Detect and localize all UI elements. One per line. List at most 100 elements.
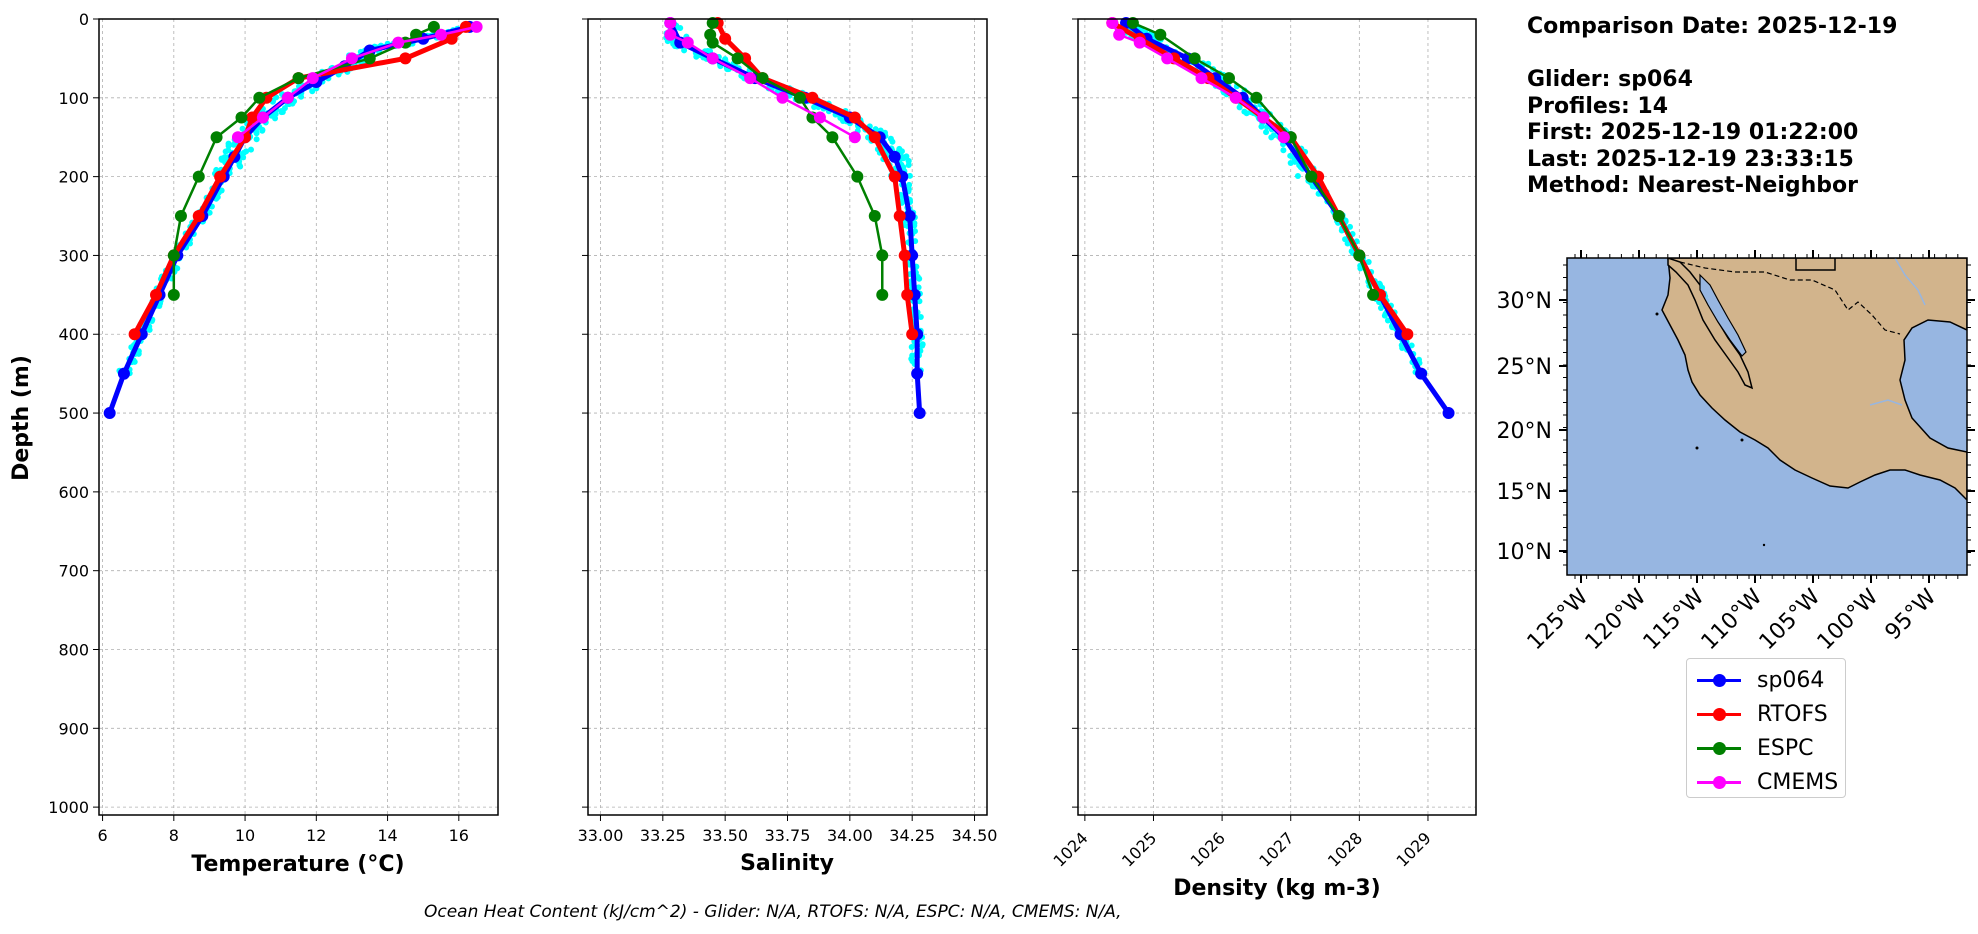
x-tick-label: 16 xyxy=(449,826,469,845)
data-point-ESPC xyxy=(192,170,205,183)
profile-point xyxy=(811,104,818,111)
map-lat-label: 25°N xyxy=(1497,355,1552,380)
data-point-ESPC xyxy=(427,20,440,33)
data-point-ESPC xyxy=(1332,210,1345,223)
map-island xyxy=(1655,312,1659,316)
profile-point xyxy=(917,314,924,321)
data-point-CMEMS xyxy=(664,28,677,41)
map-frame xyxy=(1566,257,1968,576)
data-point-ESPC xyxy=(167,288,180,301)
y-tick-label: 1000 xyxy=(48,798,89,817)
data-point-CMEMS xyxy=(1133,36,1146,49)
comparison-info: Comparison Date: 2025-12-19 Glider: sp06… xyxy=(1527,14,1897,200)
map-lon-label: 115°W xyxy=(1639,584,1710,655)
profile-point xyxy=(1287,159,1294,166)
x-tick-label: 33.75 xyxy=(765,826,811,845)
x-tick-label: 1029 xyxy=(1393,828,1435,870)
data-point-sp064 xyxy=(888,150,901,163)
legend: sp064 RTOFS ESPC CMEMS xyxy=(1686,658,1846,798)
profile-point xyxy=(309,88,316,95)
profile-point xyxy=(1268,134,1275,141)
profile-point xyxy=(1241,108,1248,115)
data-point-RTOFS xyxy=(868,131,881,144)
x-tick-label: 10 xyxy=(235,826,255,845)
data-point-RTOFS xyxy=(719,32,732,45)
y-tick-label: 800 xyxy=(58,640,89,659)
profile-point xyxy=(915,284,922,291)
data-point-ESPC xyxy=(851,170,864,183)
data-point-sp064 xyxy=(1442,407,1455,420)
data-point-RTOFS xyxy=(192,210,205,223)
profile-count: Profiles: 14 xyxy=(1527,93,1669,119)
profile-point xyxy=(1357,265,1364,272)
data-point-CMEMS xyxy=(1277,131,1290,144)
data-point-ESPC xyxy=(253,91,266,104)
data-point-sp064 xyxy=(117,367,130,380)
x-tick-label: 1025 xyxy=(1118,828,1160,870)
map-island xyxy=(1695,446,1699,450)
data-point-ESPC xyxy=(731,52,744,65)
profile-point xyxy=(239,125,246,132)
profile-point xyxy=(237,163,244,170)
method: Method: Nearest-Neighbor xyxy=(1527,173,1858,198)
data-point-RTOFS xyxy=(906,328,919,341)
profile-point xyxy=(677,24,684,31)
data-point-ESPC xyxy=(876,288,889,301)
data-point-CMEMS xyxy=(1229,91,1242,104)
profile-point xyxy=(1344,240,1351,247)
map-rivers xyxy=(1869,258,1926,406)
profile-point xyxy=(693,53,700,60)
first-time: First: 2025-12-19 01:22:00 xyxy=(1527,120,1859,145)
data-point-ESPC xyxy=(1353,249,1366,262)
map-lat-label: 20°N xyxy=(1497,419,1552,444)
profile-point xyxy=(225,142,232,149)
series-line-RTOFS xyxy=(1111,20,1410,336)
chart-panel-1: 33.00 33.25 33.50 33.75 34.00 34.25 34.50 xyxy=(578,16,997,845)
data-point-sp064 xyxy=(911,367,924,380)
depth-axis-label: Depth (m) xyxy=(9,355,34,481)
legend-item: RTOFS xyxy=(1687,699,1828,729)
legend-item: sp064 xyxy=(1687,665,1824,695)
legend-swatch xyxy=(1695,733,1743,763)
data-point-ESPC xyxy=(1305,170,1318,183)
data-point-CMEMS xyxy=(776,91,789,104)
y-tick-label: 0 xyxy=(79,10,89,29)
profile-point xyxy=(919,342,926,349)
map-lat-label: 10°N xyxy=(1497,540,1552,565)
profile-point xyxy=(1365,259,1372,266)
map-lat-label: 30°N xyxy=(1497,289,1552,314)
x-tick-label: 6 xyxy=(97,826,107,845)
data-point-RTOFS xyxy=(888,170,901,183)
map-lon-label: 105°W xyxy=(1755,584,1826,655)
profile-point xyxy=(240,149,247,156)
data-point-CMEMS xyxy=(1106,16,1119,29)
profile-point xyxy=(906,181,913,188)
profile-point xyxy=(1399,345,1406,352)
map-border-line xyxy=(1795,258,1836,271)
data-point-ESPC xyxy=(826,131,839,144)
data-point-CMEMS xyxy=(231,131,244,144)
profile-point xyxy=(911,228,918,235)
map-island xyxy=(1762,543,1766,547)
profile-point xyxy=(889,138,896,145)
profile-point xyxy=(253,136,260,143)
data-point-RTOFS xyxy=(150,288,162,301)
data-point-RTOFS xyxy=(1401,328,1414,341)
legend-item: ESPC xyxy=(1687,733,1814,763)
x-tick-label: 14 xyxy=(377,826,397,845)
data-point-ESPC xyxy=(1126,16,1139,29)
series-line-ESPC xyxy=(1132,21,1375,296)
profile-point xyxy=(898,148,905,155)
y-tick-label: 700 xyxy=(58,562,89,581)
x-tick-label: 1026 xyxy=(1187,828,1229,870)
data-point-ESPC xyxy=(174,210,187,223)
profile-point xyxy=(909,358,916,365)
data-point-CMEMS xyxy=(1161,52,1174,65)
temperature-axis-label: Temperature (°C) xyxy=(191,852,404,877)
profile-point xyxy=(906,172,913,179)
footer-ohc: Ocean Heat Content (kJ/cm^2) - Glider: N… xyxy=(424,902,1122,922)
data-point-RTOFS xyxy=(246,111,259,124)
legend-item: CMEMS xyxy=(1687,767,1838,797)
x-tick-label: 8 xyxy=(169,826,179,845)
data-point-sp064 xyxy=(1415,367,1428,380)
